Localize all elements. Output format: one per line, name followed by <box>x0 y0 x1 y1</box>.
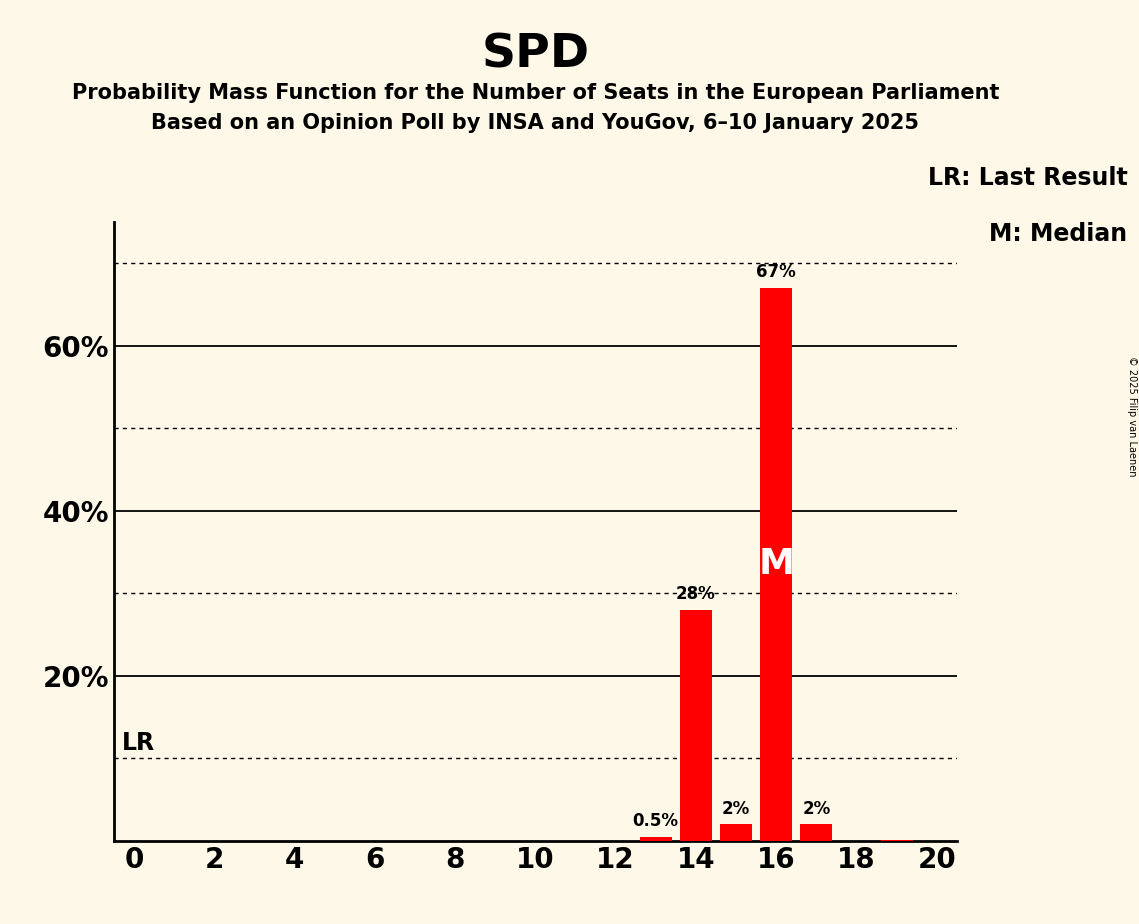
Bar <box>640 837 672 841</box>
Bar <box>720 824 752 841</box>
Text: LR: Last Result: LR: Last Result <box>928 166 1128 190</box>
Text: LR: LR <box>122 731 155 755</box>
Text: M: M <box>759 547 794 581</box>
Text: © 2025 Filip van Laenen: © 2025 Filip van Laenen <box>1126 356 1137 476</box>
Text: Probability Mass Function for the Number of Seats in the European Parliament: Probability Mass Function for the Number… <box>72 83 999 103</box>
Text: M: Median: M: Median <box>990 222 1128 246</box>
Text: 67%: 67% <box>756 263 796 281</box>
Text: Based on an Opinion Poll by INSA and YouGov, 6–10 January 2025: Based on an Opinion Poll by INSA and You… <box>151 113 919 133</box>
Text: 2%: 2% <box>722 800 751 818</box>
Text: 28%: 28% <box>677 585 715 603</box>
Bar <box>680 610 712 841</box>
Bar <box>760 287 793 841</box>
Text: SPD: SPD <box>482 32 589 78</box>
Text: 0.5%: 0.5% <box>633 812 679 830</box>
Bar <box>801 824 833 841</box>
Text: 2%: 2% <box>802 800 830 818</box>
